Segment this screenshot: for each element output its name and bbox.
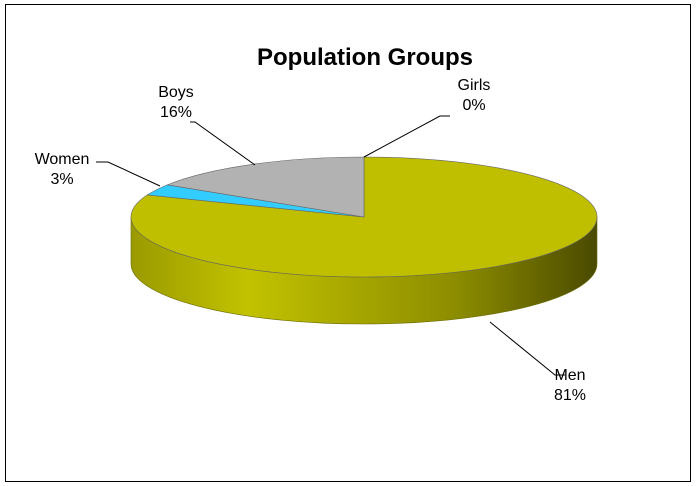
pie-tops bbox=[130, 156, 598, 278]
leader-line-women bbox=[96, 161, 161, 187]
label-boys-value: 16% bbox=[160, 104, 192, 121]
leader-line-men bbox=[489, 321, 565, 376]
label-men-name: Men bbox=[554, 367, 585, 384]
label-women-value: 3% bbox=[50, 171, 73, 188]
leader-line-girls bbox=[363, 115, 450, 158]
label-women-name: Women bbox=[35, 151, 90, 168]
leader-lines bbox=[96, 115, 565, 376]
label-men-value: 81% bbox=[554, 387, 586, 404]
chart-title: Population Groups bbox=[257, 44, 473, 71]
label-boys-name: Boys bbox=[158, 84, 194, 101]
label-girls-value: 0% bbox=[462, 97, 485, 114]
label-girls-name: Girls bbox=[458, 77, 491, 94]
pie-slice-boys bbox=[166, 156, 365, 218]
leader-line-boys bbox=[190, 121, 256, 166]
